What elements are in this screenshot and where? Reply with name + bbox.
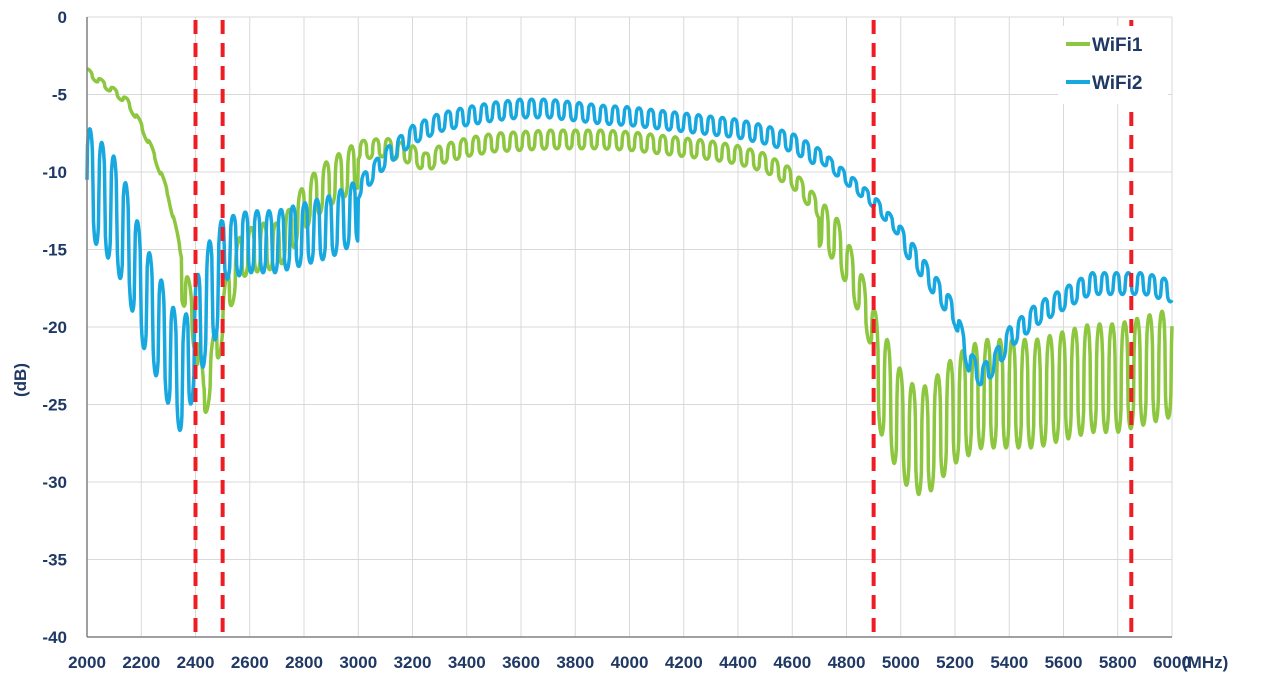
x-tick-label: 5000: [882, 653, 920, 672]
series-group: [85, 67, 1174, 497]
x-tick-label: 3600: [502, 653, 540, 672]
x-tick-label: 4000: [611, 653, 649, 672]
x-tick-label: 3000: [339, 653, 377, 672]
x-tick-label: 3200: [394, 653, 432, 672]
x-tick-label: 2200: [122, 653, 160, 672]
x-tick-label: 4800: [828, 653, 866, 672]
y-tick-label: 0: [58, 8, 67, 27]
x-tick-label: 3400: [448, 653, 486, 672]
marker-lines: [193, 20, 1134, 637]
x-tick-label: 2000: [68, 653, 106, 672]
y-tick-label: -5: [52, 86, 67, 105]
x-tick-label: 2600: [231, 653, 269, 672]
x-tick-label: 5400: [990, 653, 1028, 672]
y-tick-label: -30: [42, 473, 67, 492]
x-tick-label: 3800: [556, 653, 594, 672]
series-line-wifi1: [85, 67, 1174, 497]
x-tick-label: 4400: [719, 653, 757, 672]
x-axis-label: (MHz): [1182, 653, 1228, 672]
y-axis-label: (dB): [11, 363, 30, 397]
x-tick-label: 4200: [665, 653, 703, 672]
x-tick-label: 5600: [1045, 653, 1083, 672]
y-tick-label: -25: [42, 396, 67, 415]
x-tick-label: 5200: [936, 653, 974, 672]
y-tick-label: -40: [42, 628, 67, 647]
x-tick-label: 2400: [177, 653, 215, 672]
x-tick-label: 2800: [285, 653, 323, 672]
axes: [86, 17, 1172, 638]
x-tick-label: 5800: [1099, 653, 1137, 672]
legend: WiFi1 WiFi2: [1058, 26, 1168, 104]
y-tick-label: -20: [42, 318, 67, 337]
x-tick-label: 4600: [773, 653, 811, 672]
y-tick-label: -35: [42, 551, 67, 570]
y-tick-label: -10: [42, 163, 67, 182]
legend-background: [1058, 26, 1168, 104]
series-line-wifi2: [85, 97, 1174, 433]
legend-label: WiFi1: [1092, 35, 1143, 56]
legend-label: WiFi2: [1092, 73, 1143, 94]
x-tick-label: 6000: [1153, 653, 1191, 672]
tick-labels: 2000 2200 2400 2600 2800 3000 3200 3400 3600 3800…: [42, 8, 1190, 672]
y-tick-label: -15: [42, 241, 67, 260]
